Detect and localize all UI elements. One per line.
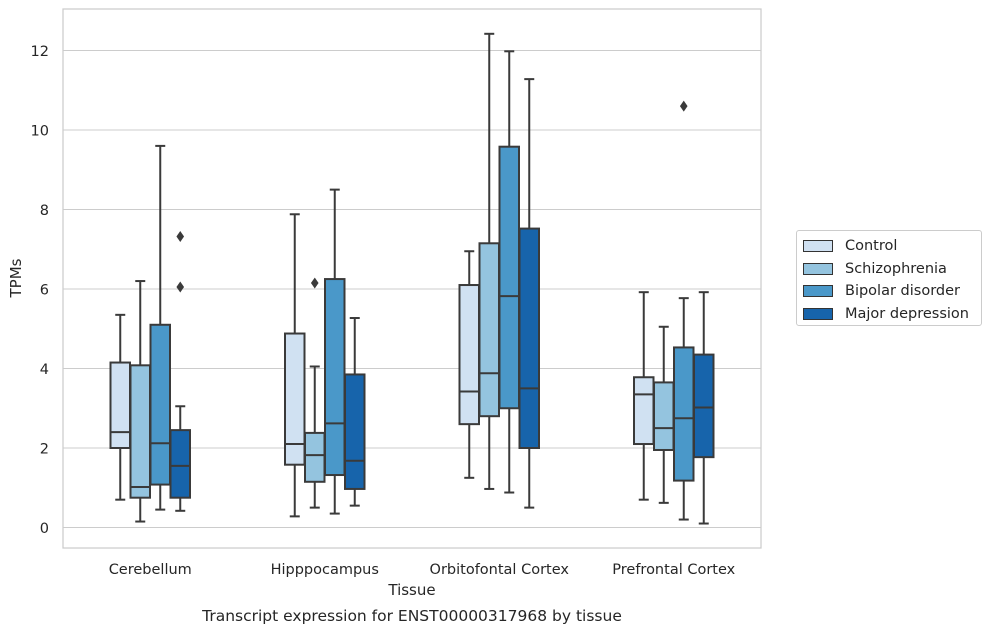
legend-swatch [803, 307, 833, 320]
x-tick-label: Hipppocampus [271, 562, 379, 578]
box-iqr [673, 346, 695, 482]
box-iqr [109, 361, 131, 450]
legend-label: Bipolar disorder [845, 283, 960, 300]
x-tick-label: Orbitofontal Cortex [430, 562, 570, 578]
box-control [633, 291, 655, 501]
legend-swatch [803, 240, 833, 253]
box-control [109, 313, 131, 501]
plot-area-frame [62, 8, 762, 549]
legend-item: Major depression [803, 303, 975, 326]
chart-title: Transcript expression for ENST0000031796… [201, 607, 622, 625]
y-tick-label: 12 [31, 44, 49, 60]
y-tick-label: 4 [40, 362, 49, 378]
box-schizophrenia [653, 325, 675, 504]
legend-swatch [803, 262, 833, 275]
box-schizophrenia [129, 280, 151, 523]
box-major-depression [169, 231, 191, 512]
legend-label: Major depression [845, 305, 969, 322]
x-axis-label: Tissue [387, 581, 435, 599]
box-major-depression [518, 78, 540, 509]
outlier-point [176, 231, 185, 243]
box-bipolar-disorder [673, 100, 695, 521]
y-axis-label: TPMs [7, 258, 25, 298]
box-iqr [633, 376, 655, 446]
legend: Control Schizophrenia Bipolar disorder Majo… [796, 230, 982, 326]
box-iqr [478, 242, 500, 418]
box-bipolar-disorder [498, 50, 520, 494]
legend-item: Bipolar disorder [803, 280, 975, 303]
box-bipolar-disorder [324, 188, 346, 515]
box-iqr [324, 278, 346, 477]
box-major-depression [344, 317, 366, 507]
y-tick-label: 2 [40, 442, 49, 458]
y-tick-label: 6 [40, 283, 49, 299]
box-control [458, 250, 480, 479]
box-schizophrenia [478, 32, 500, 490]
box-iqr [653, 381, 675, 451]
box-control [284, 213, 306, 518]
legend-label: Schizophrenia [845, 260, 947, 277]
box-major-depression [693, 291, 715, 525]
legend-swatch [803, 285, 833, 298]
box-schizophrenia [304, 277, 326, 509]
box-iqr [284, 332, 306, 466]
outlier-point [310, 277, 319, 289]
box-iqr [498, 145, 520, 410]
box-iqr [129, 364, 151, 499]
box-iqr [458, 284, 480, 426]
box-iqr [149, 323, 171, 486]
legend-item: Control [803, 235, 975, 258]
y-tick-label: 0 [40, 521, 49, 537]
outlier-point [679, 100, 688, 112]
legend-label: Control [845, 238, 898, 255]
box-iqr [693, 353, 715, 459]
box-iqr [518, 227, 540, 449]
box-bipolar-disorder [149, 144, 171, 511]
box-iqr [169, 429, 191, 499]
x-tick-label: Cerebellum [109, 562, 192, 578]
y-tick-label: 10 [31, 124, 49, 140]
legend-item: Schizophrenia [803, 258, 975, 281]
box-iqr [304, 431, 326, 483]
outlier-point [176, 281, 185, 293]
x-tick-label: Prefrontal Cortex [612, 562, 735, 578]
box-iqr [344, 373, 366, 490]
y-tick-label: 8 [40, 203, 49, 219]
